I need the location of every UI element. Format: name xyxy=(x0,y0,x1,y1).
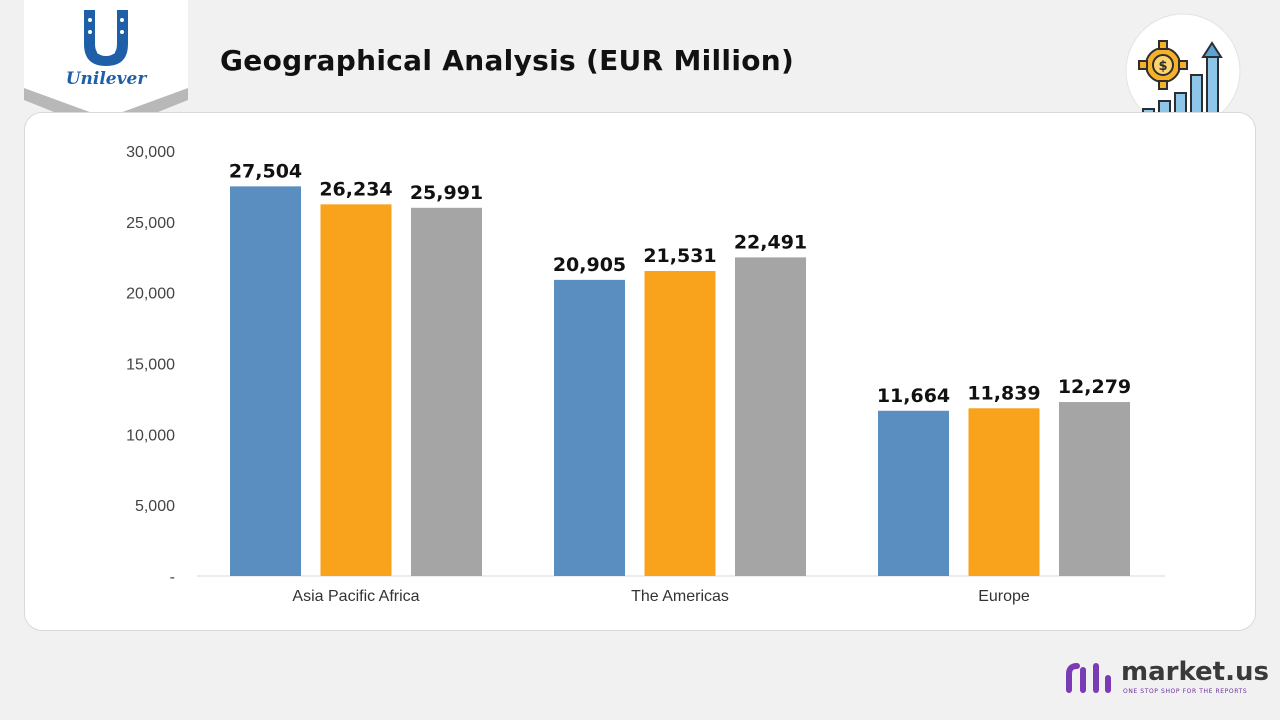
data-label: 12,279 xyxy=(1058,376,1131,398)
y-tick-label: 5,000 xyxy=(135,498,175,515)
market-us-brand: market.us ONE STOP SHOP FOR THE REPORTS xyxy=(1063,658,1269,698)
data-label: 20,905 xyxy=(553,254,626,276)
y-tick-label: - xyxy=(170,569,175,586)
y-tick-label: 30,000 xyxy=(126,144,175,161)
data-label: 11,839 xyxy=(967,382,1040,404)
y-tick-label: 10,000 xyxy=(126,427,175,444)
unilever-logo-text: Unilever xyxy=(66,69,148,89)
geographical-bar-chart: - 5,000 10,000 15,000 20,000 25,000 30,000 27,5… xyxy=(126,144,1165,605)
data-label: 26,234 xyxy=(319,178,392,200)
unilever-logo: Unilever xyxy=(24,0,188,140)
bar xyxy=(735,257,806,576)
bar xyxy=(878,410,949,576)
brand-tagline: ONE STOP SHOP FOR THE REPORTS xyxy=(1123,688,1248,695)
data-label: 27,504 xyxy=(229,160,302,182)
bar xyxy=(320,204,392,576)
category-label: The Americas xyxy=(631,588,729,605)
y-tick-label: 20,000 xyxy=(126,286,175,303)
bar xyxy=(411,207,482,576)
data-label: 25,991 xyxy=(410,182,483,204)
bar xyxy=(968,408,1040,576)
market-us-logo-icon xyxy=(1066,663,1111,693)
y-tick-label: 15,000 xyxy=(126,357,175,374)
brand-name: market.us xyxy=(1121,657,1269,687)
page-title: Geographical Analysis (EUR Million) xyxy=(220,44,795,77)
category-label: Asia Pacific Africa xyxy=(292,588,419,605)
data-label: 21,531 xyxy=(643,245,716,267)
bar xyxy=(644,270,716,576)
y-tick-label: 25,000 xyxy=(126,215,175,232)
unilever-logo-icon xyxy=(84,10,128,66)
svg-text:$: $ xyxy=(1158,59,1167,74)
bar xyxy=(1059,402,1130,576)
bar xyxy=(554,279,625,576)
chart-panel: - 5,000 10,000 15,000 20,000 25,000 30,000 27,5… xyxy=(24,112,1256,631)
category-label: Europe xyxy=(978,588,1030,605)
data-label: 22,491 xyxy=(734,231,807,253)
bar xyxy=(230,186,301,577)
growth-gear-icon: $ xyxy=(1123,13,1243,158)
data-label: 11,664 xyxy=(877,385,950,407)
